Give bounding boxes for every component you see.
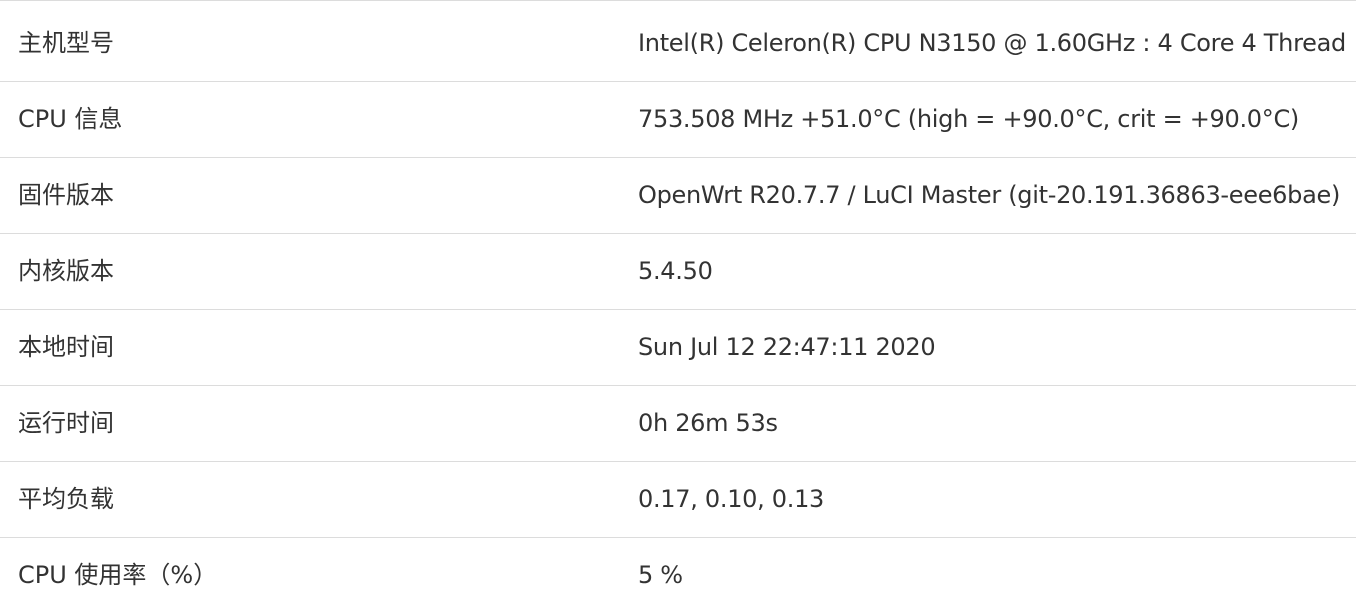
row-label: CPU 使用率（%）	[18, 561, 218, 589]
row-label: 主机型号	[18, 29, 114, 57]
row-label: 固件版本	[18, 181, 114, 209]
table-row-cpu-usage: CPU 使用率（%） 5 %	[0, 538, 1356, 606]
table-row-uptime: 运行时间 0h 26m 53s	[0, 386, 1356, 462]
row-value: 5.4.50	[638, 257, 713, 285]
row-value: 753.508 MHz +51.0°C (high = +90.0°C, cri…	[638, 105, 1299, 133]
row-value: Sun Jul 12 22:47:11 2020	[638, 333, 936, 361]
row-value: OpenWrt R20.7.7 / LuCI Master (git-20.19…	[638, 181, 1341, 209]
row-value: 5 %	[638, 561, 683, 589]
row-label: 运行时间	[18, 409, 114, 437]
table-row-local-time: 本地时间 Sun Jul 12 22:47:11 2020	[0, 310, 1356, 386]
table-row-cpu-info: CPU 信息 753.508 MHz +51.0°C (high = +90.0…	[0, 82, 1356, 158]
row-value: 0.17, 0.10, 0.13	[638, 485, 825, 513]
row-value: 0h 26m 53s	[638, 409, 778, 437]
table-row-host-model: 主机型号 Intel(R) Celeron(R) CPU N3150 @ 1.6…	[0, 6, 1356, 82]
row-value: Intel(R) Celeron(R) CPU N3150 @ 1.60GHz …	[638, 29, 1346, 57]
row-label: 平均负载	[18, 485, 114, 513]
row-label: CPU 信息	[18, 105, 123, 133]
table-row-kernel-version: 内核版本 5.4.50	[0, 234, 1356, 310]
table-row-load-average: 平均负载 0.17, 0.10, 0.13	[0, 462, 1356, 538]
row-label: 本地时间	[18, 333, 114, 361]
row-label: 内核版本	[18, 257, 114, 285]
table-row-firmware-version: 固件版本 OpenWrt R20.7.7 / LuCI Master (git-…	[0, 158, 1356, 234]
